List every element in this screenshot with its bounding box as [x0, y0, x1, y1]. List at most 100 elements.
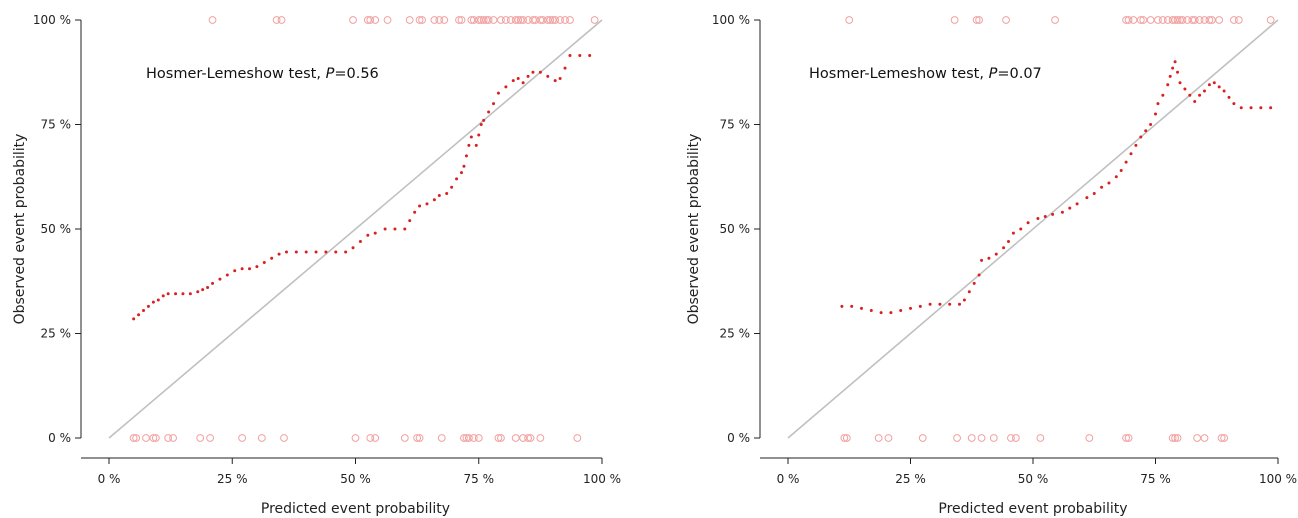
calibration-point	[1007, 240, 1010, 244]
calibration-point	[918, 304, 922, 308]
calibration-point	[1092, 191, 1096, 195]
calibration-point	[1176, 70, 1180, 74]
observed-event-marker	[1173, 16, 1182, 24]
calibration-point	[928, 302, 932, 306]
x-tick-label: 50 %	[1018, 472, 1049, 486]
calibration-point	[270, 256, 274, 260]
calibration-point	[1124, 160, 1128, 164]
observed-event-marker	[457, 16, 466, 24]
annotation-p-value: =0.56	[334, 66, 378, 82]
observed-event-marker	[524, 16, 532, 24]
calibration-point	[161, 294, 165, 298]
observed-nonevent-marker	[511, 434, 520, 442]
observed-event-marker	[536, 16, 545, 24]
observed-nonevent-marker	[437, 434, 446, 442]
observed-event-marker	[366, 16, 375, 24]
observed-nonevent-marker	[1217, 434, 1226, 442]
calibration-point	[879, 311, 883, 315]
calibration-point	[1060, 210, 1064, 214]
calibration-point	[899, 309, 903, 313]
calibration-point	[840, 304, 844, 308]
calibration-point	[1068, 206, 1072, 210]
observed-event-marker	[1230, 16, 1238, 24]
calibration-point	[1139, 135, 1143, 139]
calibration-point	[1019, 227, 1023, 231]
observed-event-marker	[208, 16, 217, 24]
reference-diagonal-line	[787, 19, 1279, 439]
calibration-point	[196, 290, 200, 294]
annotation-prefix: Hosmer-Lemeshow test,	[146, 66, 326, 82]
y-tick-label: 75 %	[720, 118, 751, 132]
observed-event-marker	[415, 16, 424, 24]
observed-nonevent-marker	[884, 434, 893, 442]
calibration-point	[408, 219, 412, 223]
calibration-point	[469, 135, 473, 139]
calibration-point	[568, 54, 572, 58]
observed-nonevent-marker	[842, 434, 851, 442]
observed-nonevent-marker	[460, 434, 468, 442]
observed-event-marker	[435, 16, 444, 24]
calibration-point	[432, 198, 436, 202]
calibration-point	[1149, 123, 1153, 126]
observed-event-marker	[972, 16, 981, 24]
calibration-point	[151, 300, 155, 304]
observed-nonevent-marker	[413, 434, 422, 442]
observed-event-marker	[482, 16, 491, 24]
observed-event-marker	[1168, 16, 1177, 24]
observed-nonevent-marker	[536, 434, 545, 442]
plot-area: 0 % 25 % 50 % 75 % 100 % 0 % 25 % 50 % 75 % 100 %	[33, 13, 621, 486]
observed-event-marker	[546, 16, 555, 24]
observed-event-marker	[1234, 16, 1243, 24]
y-tick-label: 25 %	[720, 327, 751, 341]
calibration-point	[1259, 106, 1263, 110]
observed-nonevent-marker	[164, 434, 173, 442]
observed-nonevent-marker	[519, 434, 528, 442]
calibration-point	[492, 102, 496, 106]
calibration-point	[526, 74, 530, 78]
calibration-point	[850, 304, 854, 308]
annotation-prefix: Hosmer-Lemeshow test,	[809, 66, 989, 82]
y-tick-label: 100 %	[33, 13, 71, 27]
observed-event-marker	[1195, 16, 1204, 24]
observed-event-marker	[479, 16, 488, 24]
observed-nonevent-marker	[469, 434, 478, 442]
observed-event-marker	[474, 16, 483, 24]
observed-event-marker	[1188, 16, 1197, 24]
calibration-point	[188, 292, 192, 296]
calibration-point	[425, 202, 429, 206]
calibration-point	[1232, 102, 1236, 106]
observed-event-marker	[1171, 16, 1179, 24]
calibration-point	[1075, 202, 1079, 206]
y-tick-label: 50 %	[720, 222, 751, 236]
calibration-point	[206, 286, 210, 290]
observed-nonevent-marker	[967, 434, 976, 442]
observed-nonevent-marker	[196, 434, 205, 442]
calibration-point	[1178, 81, 1182, 85]
calibration-point	[909, 306, 912, 310]
observed-event-marker	[529, 16, 537, 24]
calibration-point	[578, 54, 582, 58]
observed-event-marker	[1146, 16, 1155, 24]
observed-event-marker	[469, 16, 478, 24]
x-tick-label: 50 %	[340, 472, 371, 486]
observed-nonevent-marker	[573, 434, 582, 442]
observed-event-marker	[519, 16, 528, 24]
observed-event-marker	[548, 16, 557, 24]
calibration-point	[474, 143, 478, 147]
calibration-point	[455, 177, 459, 181]
calibration-point	[413, 210, 417, 214]
calibration-point	[1161, 93, 1165, 97]
observed-nonevent-marker	[1124, 434, 1133, 442]
observed-event-marker	[514, 16, 523, 24]
calibration-point	[1227, 95, 1231, 99]
calibration-point	[1085, 196, 1089, 200]
calibration-point	[462, 164, 466, 168]
observed-nonevent-marker	[169, 434, 177, 442]
observed-event-marker	[477, 16, 486, 24]
calibration-point	[1129, 152, 1133, 156]
observed-nonevent-marker	[1168, 434, 1177, 442]
calibration-point	[1156, 102, 1160, 106]
calibration-point	[1119, 168, 1123, 172]
observed-event-marker	[506, 16, 515, 24]
observed-nonevent-marker	[977, 434, 986, 442]
